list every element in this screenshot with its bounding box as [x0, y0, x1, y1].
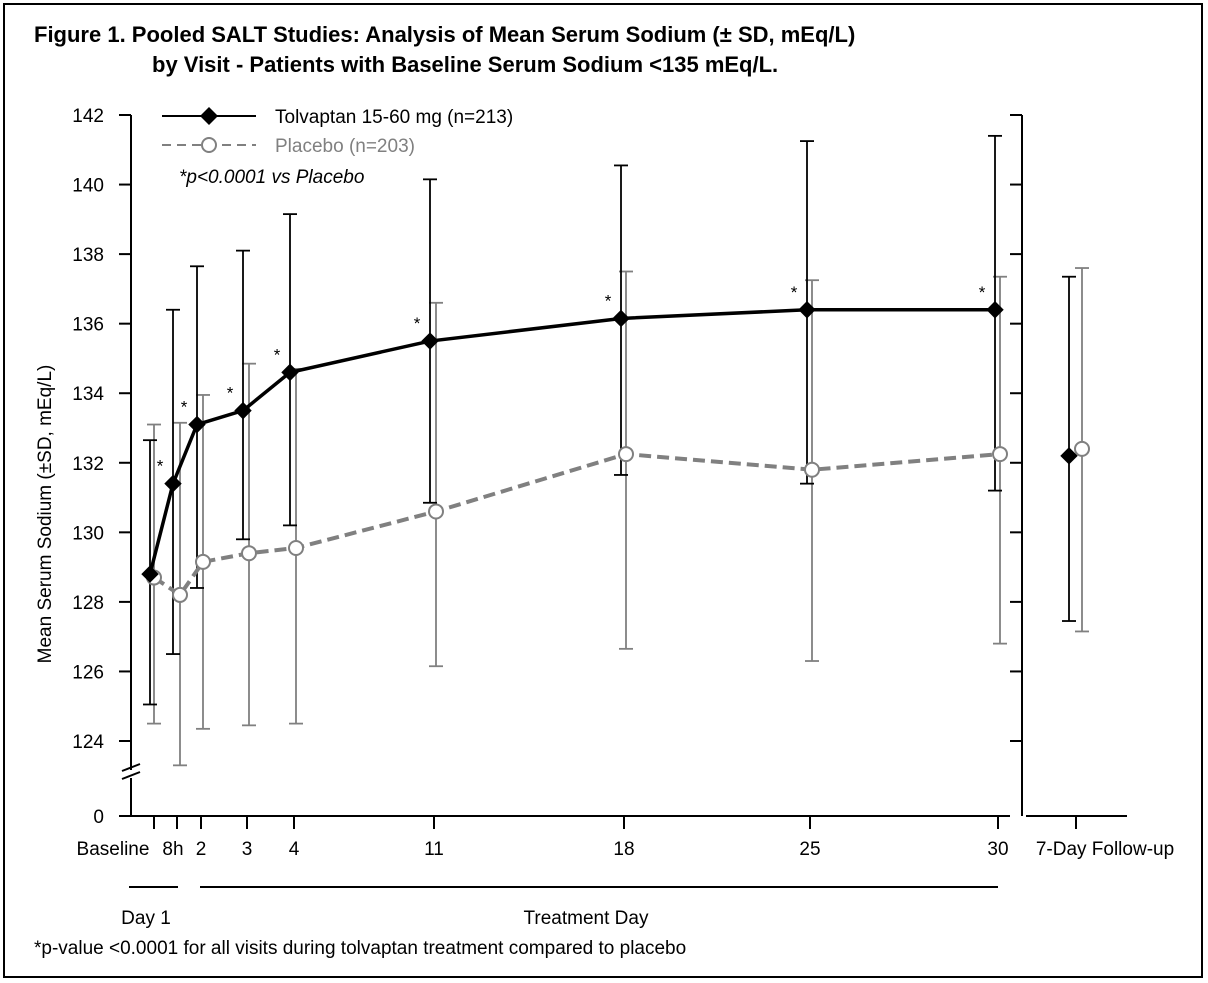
significance-star: * [979, 283, 986, 302]
y-tick-label: 142 [72, 106, 104, 127]
y-tick-label: 126 [72, 662, 104, 683]
x-group-label: Day 1 [121, 908, 171, 929]
placebo-series-line [152, 452, 1001, 598]
x-tick-label: 18 [613, 839, 634, 860]
tolvaptan-point [188, 415, 206, 434]
legend-tolvaptan-label: Tolvaptan 15-60 mg (n=213) [275, 107, 513, 128]
y-tick-label: 134 [72, 384, 104, 405]
y-tick-label: 130 [72, 523, 104, 544]
y-tick-label: 132 [72, 454, 104, 475]
placebo-point [618, 446, 634, 463]
x-tick-label: 11 [424, 839, 444, 860]
placebo-point [195, 553, 211, 570]
significance-star: * [414, 314, 421, 333]
tolvaptan-point [612, 309, 630, 328]
y-tick-label: 124 [72, 732, 104, 753]
significance-star: * [227, 384, 234, 403]
x-tick-label: Baseline [77, 839, 150, 860]
legend-tolvaptan-marker [200, 107, 218, 125]
y-axis-label: Mean Serum Sodium (±SD, mEq/L) [35, 365, 56, 664]
legend-placebo-label: Placebo (n=203) [275, 136, 415, 157]
tolvaptan-point [141, 565, 159, 583]
chart-title: Figure 1. Pooled SALT Studies: Analysis … [34, 20, 855, 80]
axis-break-mark [121, 763, 141, 772]
placebo-point [992, 446, 1008, 463]
significance-star: * [274, 345, 281, 364]
tolvaptan-point [1060, 447, 1078, 465]
tolvaptan-point [421, 332, 439, 350]
significance-star: * [157, 457, 164, 476]
y-tick-label: 136 [72, 315, 104, 336]
y-tick-label: 0 [93, 807, 104, 828]
x-group-label: Treatment Day [524, 908, 649, 929]
axis-break-mark [121, 771, 141, 780]
legend-placebo-marker [201, 137, 217, 153]
tolvaptan-point [164, 474, 182, 493]
tolvaptan-point [798, 301, 816, 319]
x-tick-label: 4 [289, 839, 300, 860]
chart-footnote: *p-value <0.0001 for all visits during t… [34, 938, 687, 959]
x-tick-label: 25 [799, 839, 820, 860]
x-tick-label: 7-Day Follow-up [1036, 839, 1174, 860]
y-tick-label: 140 [72, 176, 104, 197]
significance-star: * [181, 398, 188, 417]
x-tick-label: 2 [196, 839, 207, 860]
placebo-point [428, 503, 444, 520]
y-tick-label: 138 [72, 245, 104, 266]
tolvaptan-point [986, 301, 1004, 319]
chart-title-line-2: by Visit - Patients with Baseline Serum … [152, 52, 779, 77]
x-tick-label: 3 [242, 839, 253, 860]
placebo-point [241, 545, 257, 562]
placebo-point [804, 461, 820, 478]
tolvaptan-point [234, 401, 252, 420]
placebo-point [172, 586, 188, 603]
tolvaptan-point [281, 363, 299, 382]
x-tick-label: 8h [162, 839, 183, 860]
significance-star: * [791, 283, 798, 302]
placebo-point [288, 539, 304, 556]
legend-significance-note: *p<0.0001 vs Placebo [179, 167, 364, 188]
significance-star: * [605, 291, 612, 310]
y-tick-label: 128 [72, 593, 104, 614]
placebo-point [1074, 440, 1090, 457]
x-tick-label: 30 [987, 839, 1008, 860]
chart-title-line-1: Figure 1. Pooled SALT Studies: Analysis … [34, 22, 856, 47]
